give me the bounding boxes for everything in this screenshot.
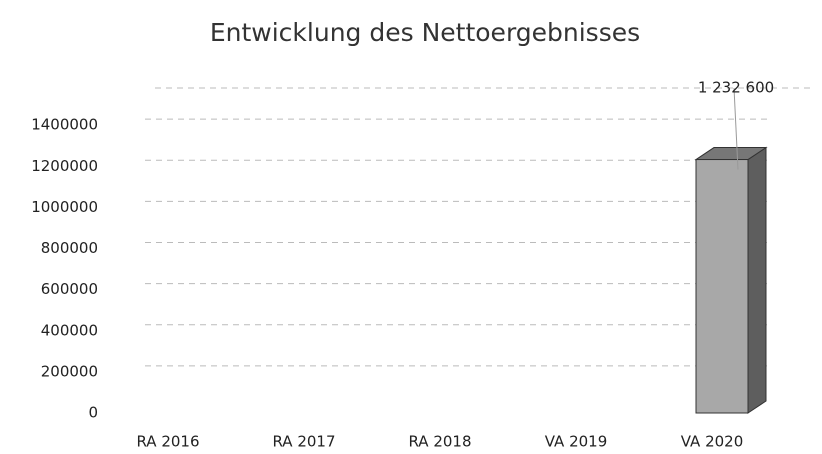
y-tick-label: 0: [88, 404, 98, 422]
bar: [694, 146, 768, 414]
bar-side: [747, 146, 767, 414]
y-tick-label: 1200000: [31, 157, 98, 175]
chart-title: Entwicklung des Nettoergebnisses: [210, 18, 640, 47]
label-leader: [733, 87, 739, 170]
y-tick-label: 600000: [41, 280, 98, 298]
y-tick-label: 400000: [41, 321, 98, 339]
x-tick-label: VA 2020: [681, 433, 744, 451]
data-label: 1 232 600: [698, 79, 774, 97]
x-tick-label: RA 2018: [408, 433, 471, 451]
bar-front: [695, 159, 749, 414]
x-tick-label: RA 2017: [272, 433, 335, 451]
y-tick-label: 200000: [41, 362, 98, 380]
x-tick-label: RA 2016: [136, 433, 199, 451]
x-tick-label: VA 2019: [545, 433, 608, 451]
y-tick-label: 800000: [41, 239, 98, 257]
y-tick-label: 1000000: [31, 198, 98, 216]
y-tick-label: 1400000: [31, 116, 98, 134]
